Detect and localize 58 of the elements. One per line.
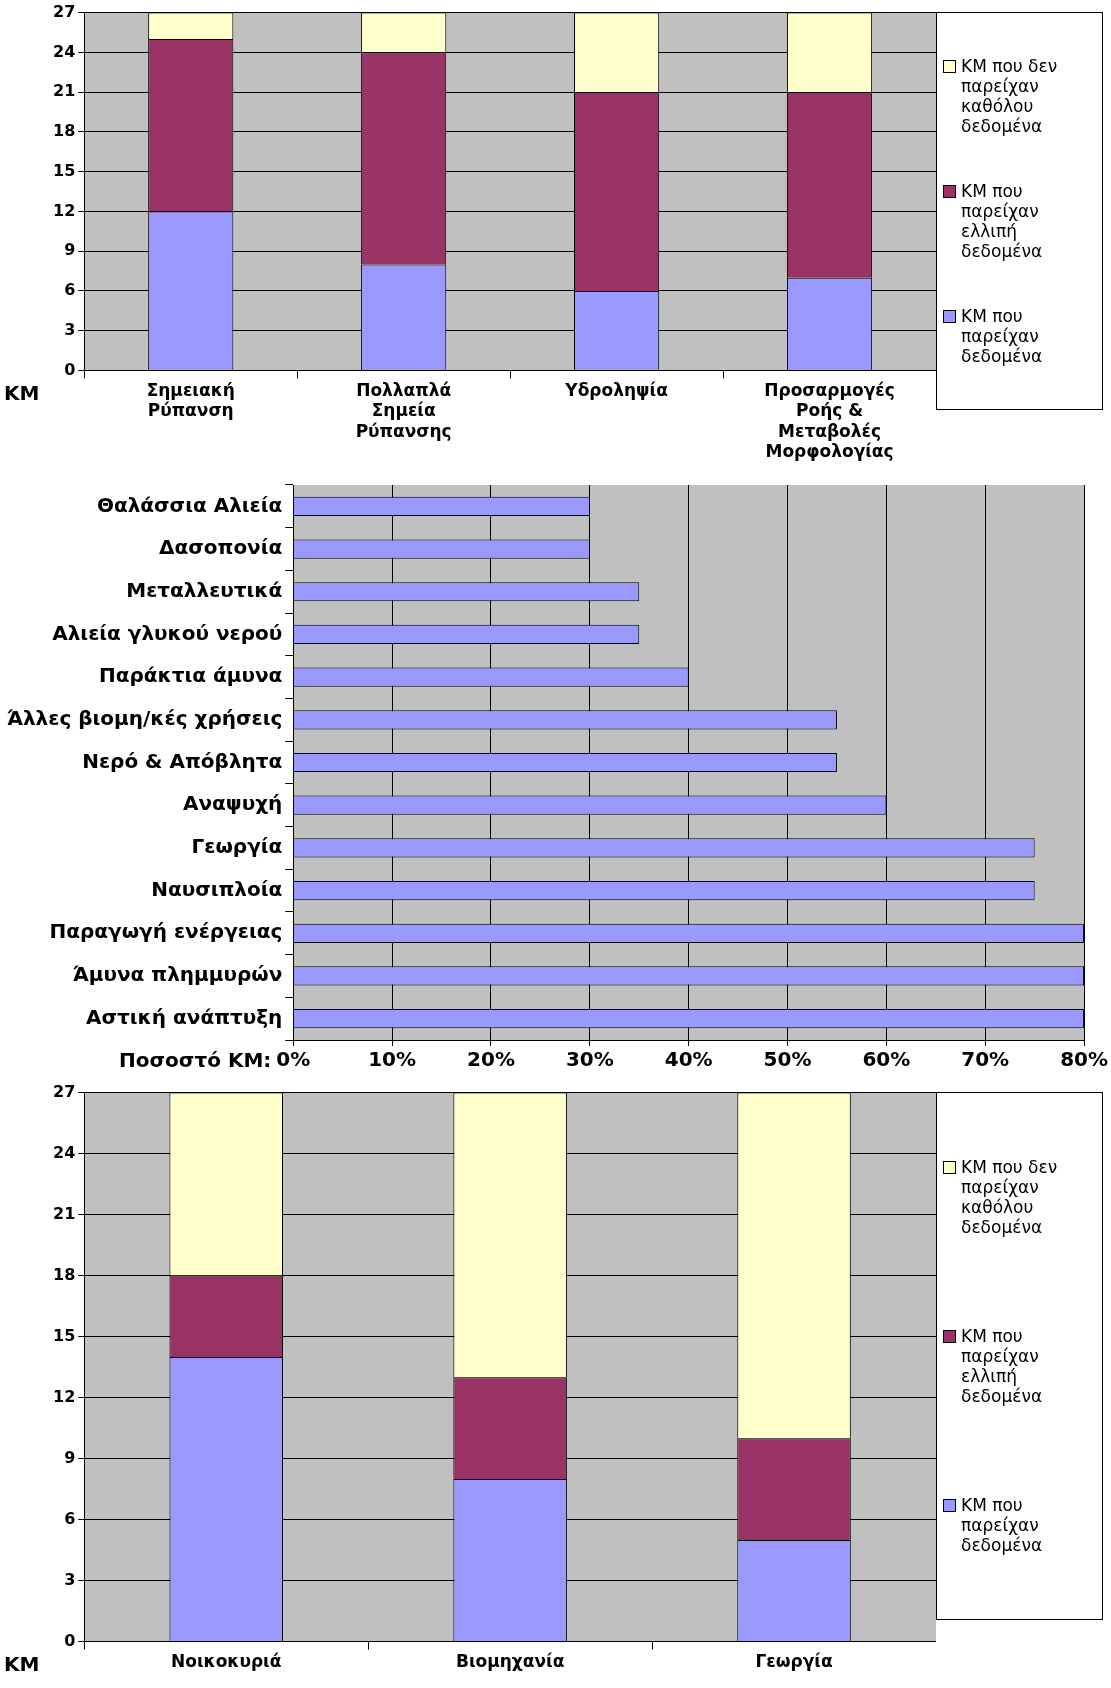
y-tick-label: Αστική ανάπτυξη — [86, 1004, 283, 1029]
y-tick-label: 6 — [64, 280, 76, 300]
y-tick-label: Παράκτια άμυνα — [98, 663, 283, 688]
y-tick-label: Αναψυχή — [182, 791, 283, 816]
y-tick-label: Γεωργία — [191, 834, 283, 859]
y-tick-label: 12 — [53, 1386, 76, 1406]
legend-label: ΚΜ που δεν παρείχαν καθόλου δεδομένα — [961, 55, 1059, 136]
legend-label: ΚΜ που δεν παρείχαν καθόλου δεδομένα — [961, 1157, 1059, 1238]
x-tick-label: 20% — [467, 1047, 515, 1072]
y-tick-label: 15 — [53, 160, 76, 180]
y-tick-label: 6 — [64, 1508, 76, 1528]
y-tick-label: 24 — [53, 1142, 76, 1162]
y-tick-label: 21 — [53, 81, 76, 101]
x-tick-label: Βιομηχανία — [455, 1651, 565, 1672]
x-tick-label: 40% — [664, 1047, 713, 1072]
y-tick-label: 24 — [53, 41, 76, 61]
legend-label: ΚΜ που παρείχαν δεδομένα — [961, 1494, 1044, 1555]
y-tick-label: 15 — [53, 1325, 76, 1345]
y-tick-label: Άλλες βιομη/κές χρήσεις — [7, 706, 283, 731]
x-tick-label: 60% — [862, 1047, 911, 1072]
y-tick-label: 12 — [53, 200, 76, 220]
x-tick-label: 50% — [763, 1047, 812, 1072]
y-tick-label: Μεταλλευτικά — [126, 577, 283, 602]
y-tick-label: 0 — [64, 1630, 76, 1650]
x-tick-label: Πολλαπλά Σημεία Ρύπανσης — [355, 380, 452, 441]
x-tick-label: 30% — [565, 1047, 614, 1072]
legend-label: ΚΜ που παρείχαν ελλιπή δεδομένα — [961, 1325, 1044, 1406]
y-tick-label: 21 — [53, 1203, 76, 1223]
x-tick-label: 0% — [276, 1047, 311, 1072]
y-axis-title: ΚΜ — [4, 1651, 40, 1676]
y-tick-label: Παραγωγή ενέργειας — [49, 919, 283, 944]
y-tick-label: 18 — [53, 121, 76, 141]
y-tick-label: Νερό & Απόβλητα — [82, 748, 283, 773]
y-tick-label: Ναυσιπλοία — [151, 876, 283, 901]
y-tick-label: 9 — [64, 240, 76, 260]
x-tick-label: Προσαρμογές Ροής & Μεταβολές Μορφολογίας — [764, 380, 895, 462]
x-tick-label: Γεωργία — [755, 1651, 833, 1672]
y-axis-title: ΚΜ — [4, 380, 40, 405]
legend-label: ΚΜ που παρείχαν δεδομένα — [961, 306, 1044, 367]
y-tick-label: 27 — [53, 1, 76, 21]
y-tick-label: 18 — [53, 1264, 76, 1284]
y-tick-label: Θαλάσσια Αλιεία — [96, 492, 283, 517]
y-tick-label: 3 — [64, 319, 76, 339]
y-tick-label: 9 — [64, 1447, 76, 1467]
x-tick-label: 80% — [1060, 1047, 1108, 1072]
y-tick-label: 3 — [64, 1569, 76, 1589]
y-tick-label: 27 — [53, 1081, 76, 1101]
y-tick-label: Δασοπονία — [159, 535, 283, 560]
x-axis-title: Ποσοστό ΚΜ: — [119, 1048, 272, 1073]
x-tick-label: Σημειακή Ρύπανση — [146, 380, 235, 421]
x-tick-label: 10% — [368, 1047, 417, 1072]
x-tick-label: Νοικοκυριά — [171, 1651, 282, 1672]
y-tick-label: Αλιεία γλυκού νερού — [52, 620, 283, 645]
y-tick-label: Άμυνα πλημμυρών — [72, 962, 283, 987]
legend-label: ΚΜ που παρείχαν ελλιπή δεδομένα — [961, 180, 1044, 261]
x-tick-label: 70% — [961, 1047, 1010, 1072]
x-tick-label: Υδροληψία — [564, 380, 668, 401]
y-tick-label: 0 — [64, 359, 76, 379]
